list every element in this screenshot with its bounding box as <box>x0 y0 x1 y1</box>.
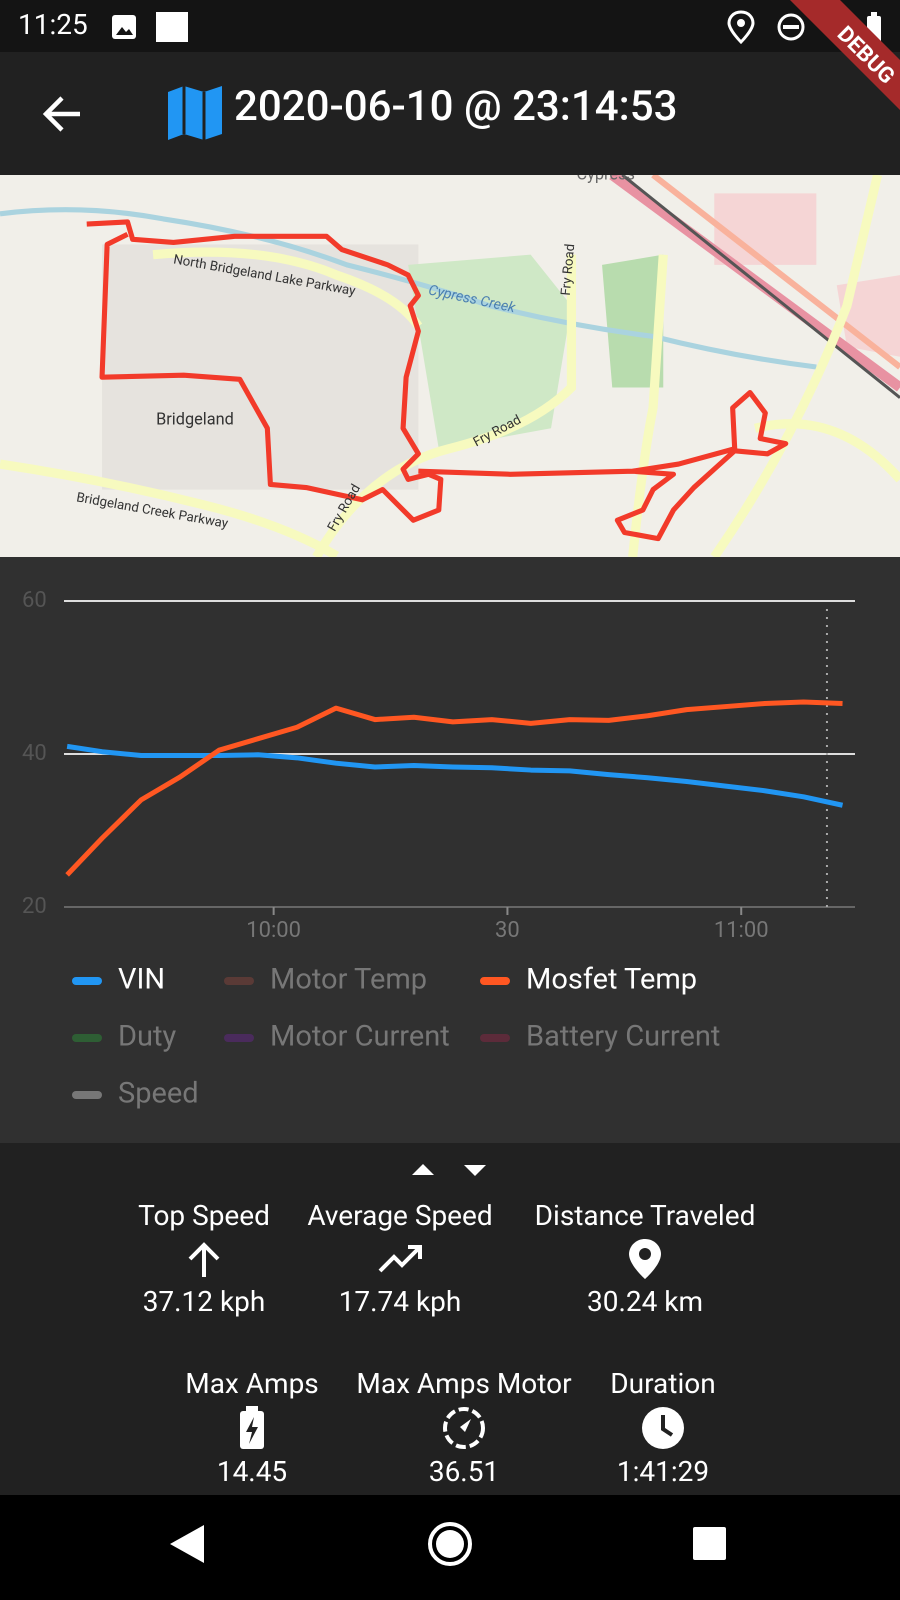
location-icon <box>629 1239 661 1279</box>
debug-banner: DEBUG <box>790 0 900 110</box>
route <box>86 219 444 523</box>
stat-value: 14.45 <box>216 1455 288 1488</box>
y-tick-label: 40 <box>22 741 47 766</box>
map-label: Cypress <box>577 175 635 183</box>
stat-value: 30.24 km <box>586 1285 704 1318</box>
chart: 20 40 60 10:00 30 11:00 VIN Motor Temp Mosfet Te… <box>0 557 900 1143</box>
stat-label: Top Speed <box>138 1199 270 1232</box>
clock: 11:25 <box>18 8 88 41</box>
battery-icon <box>240 1406 264 1449</box>
legend-label: Battery Current <box>526 1020 720 1054</box>
notification-icons <box>112 12 188 42</box>
x-tick-label: 11:00 <box>714 918 769 943</box>
x-tick-label: 10:00 <box>246 918 301 943</box>
route <box>418 390 789 542</box>
gauge-icon <box>443 1407 485 1449</box>
app-bar: 2020-06-10 @ 23:14:53 DEBUG <box>0 0 900 175</box>
chart-background <box>0 557 900 1143</box>
home-nav[interactable] <box>428 1522 472 1566</box>
legend-label: VIN <box>118 963 165 997</box>
stat-label: Max Amps Motor <box>356 1367 572 1400</box>
map-icon <box>168 86 222 140</box>
expand-toggle[interactable] <box>410 1161 490 1181</box>
y-tick-label: 20 <box>22 894 47 919</box>
legend-label: Speed <box>118 1077 199 1111</box>
map-label: Bridgeland <box>156 409 234 428</box>
map: North Bridgeland Lake Parkway Cypress Cr… <box>0 175 900 557</box>
stats-panel: Top Speed 37.12 kph Average Speed 17.74 kph… <box>0 1143 900 1495</box>
stat-label: Max Amps <box>185 1367 319 1400</box>
recents-nav[interactable] <box>693 1527 726 1560</box>
x-tick-label: 30 <box>495 918 520 943</box>
legend-label: Motor Current <box>270 1020 450 1054</box>
nav-buttons <box>170 1522 726 1566</box>
status-bar: 11:25 <box>0 0 900 52</box>
clock-icon <box>642 1407 684 1449</box>
title: 2020-06-10 @ 23:14:53 <box>234 82 678 131</box>
trending-icon <box>378 1245 422 1273</box>
stat-value: 17.74 kph <box>338 1285 462 1318</box>
stat-value: 1:41:29 <box>616 1455 710 1488</box>
back-nav[interactable] <box>170 1525 204 1563</box>
legend-label: Motor Temp <box>270 963 427 997</box>
stat-value: 36.51 <box>428 1455 500 1488</box>
stat-value: 37.12 kph <box>142 1285 266 1318</box>
y-tick-label: 60 <box>22 588 47 613</box>
legend-label: Mosfet Temp <box>526 963 697 997</box>
stat-label: Distance Traveled <box>534 1199 756 1232</box>
navigation-bar <box>0 1495 900 1600</box>
stat-label: Duration <box>610 1367 716 1400</box>
series-line <box>65 699 843 877</box>
arrow-up-icon <box>188 1242 220 1277</box>
back-button[interactable] <box>40 92 84 136</box>
map-label: Fry Road <box>559 243 578 296</box>
series-line <box>66 743 844 808</box>
stat-label: Average Speed <box>307 1199 493 1232</box>
legend-label: Duty <box>118 1020 177 1054</box>
